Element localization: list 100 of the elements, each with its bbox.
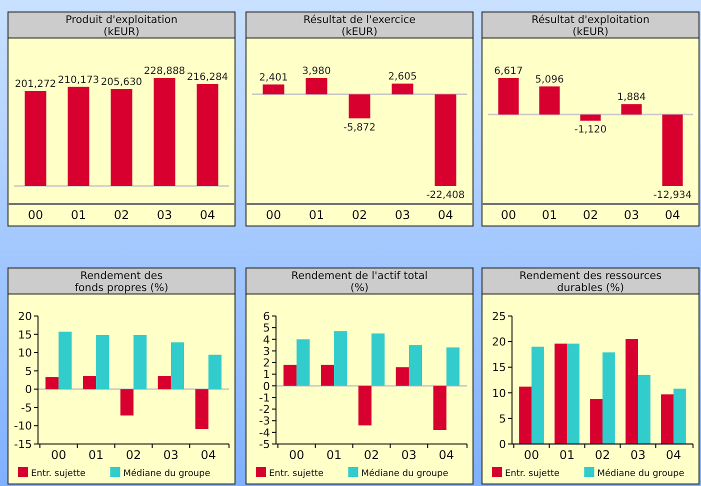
x-tick-label: 03 bbox=[394, 208, 410, 222]
data-label: 201,272 bbox=[14, 79, 56, 90]
bar bbox=[498, 78, 519, 115]
x-tick-label: 02 bbox=[114, 208, 130, 222]
bar bbox=[158, 376, 171, 390]
x-tick-label: 01 bbox=[308, 208, 324, 222]
bar bbox=[283, 364, 297, 386]
x-tick-label: 03 bbox=[156, 208, 172, 222]
bar bbox=[110, 88, 132, 186]
bar bbox=[134, 335, 147, 390]
x-tick-label: 01 bbox=[542, 208, 558, 222]
bar bbox=[306, 78, 328, 94]
bar bbox=[348, 94, 370, 118]
y-tick-label: 6 bbox=[263, 310, 270, 323]
bar bbox=[519, 386, 532, 444]
y-tick-label: -15 bbox=[14, 438, 32, 451]
y-tick-label: -5 bbox=[259, 438, 270, 451]
x-tick-label: 00 bbox=[50, 448, 66, 462]
data-label: 205,630 bbox=[100, 76, 142, 88]
x-tick-label: 00 bbox=[28, 208, 44, 222]
bar bbox=[320, 364, 334, 386]
legend-label: Entr. sujette bbox=[31, 469, 86, 479]
bar bbox=[673, 388, 686, 444]
bar bbox=[590, 398, 602, 444]
y-tick-label: 5 bbox=[25, 364, 32, 378]
x-tick-label: 00 bbox=[266, 208, 282, 222]
x-tick-label: 03 bbox=[624, 208, 640, 222]
y-tick-label: -3 bbox=[259, 414, 270, 428]
chart-title: Rendement des fonds propres (%) bbox=[74, 270, 168, 294]
data-label: -22,408 bbox=[426, 190, 465, 201]
y-tick-label: 1 bbox=[263, 368, 270, 382]
data-label: 1,884 bbox=[617, 92, 646, 104]
bar bbox=[208, 354, 222, 390]
bar bbox=[433, 386, 446, 430]
data-label: 2,401 bbox=[259, 72, 288, 84]
x-tick-label: 03 bbox=[630, 448, 646, 462]
bar bbox=[334, 331, 348, 386]
x-tick-label: 03 bbox=[163, 448, 179, 462]
bar bbox=[24, 91, 46, 186]
x-tick-label: 04 bbox=[438, 448, 454, 462]
y-tick-label: 10 bbox=[18, 346, 32, 360]
x-tick-label: 01 bbox=[326, 448, 342, 462]
bar bbox=[120, 389, 134, 416]
x-tick-label: 00 bbox=[288, 448, 304, 462]
bar bbox=[662, 114, 683, 186]
bar bbox=[154, 78, 176, 186]
bar bbox=[296, 339, 310, 386]
y-tick-label: 20 bbox=[18, 310, 32, 323]
chart-title: Rendement des ressources durables (%) bbox=[519, 270, 662, 294]
bar bbox=[58, 332, 72, 390]
data-label: -1,120 bbox=[574, 124, 607, 136]
y-tick-label: 3 bbox=[263, 344, 270, 358]
x-tick-label: 01 bbox=[88, 448, 104, 462]
bar bbox=[602, 352, 615, 444]
data-label: -12,934 bbox=[653, 190, 692, 201]
bar bbox=[539, 86, 560, 115]
x-tick-label: 04 bbox=[438, 208, 454, 222]
bar bbox=[358, 386, 372, 426]
x-tick-label: 04 bbox=[666, 448, 682, 462]
x-tick-label: 04 bbox=[200, 208, 216, 222]
bar bbox=[532, 346, 544, 444]
y-tick-label: 0 bbox=[25, 383, 32, 396]
y-tick-label: 15 bbox=[18, 328, 32, 342]
data-label: 228,888 bbox=[144, 66, 186, 77]
legend-label: Médiane du groupe bbox=[361, 468, 449, 479]
y-tick-label: -1 bbox=[259, 391, 270, 404]
legend-label: Entr. sujette bbox=[269, 469, 324, 479]
y-tick-label: 5 bbox=[263, 322, 270, 335]
bar bbox=[626, 339, 638, 444]
y-tick-label: 5 bbox=[499, 412, 506, 426]
data-label: 3,980 bbox=[302, 66, 331, 77]
x-tick-label: 03 bbox=[401, 448, 417, 462]
bar bbox=[396, 367, 409, 386]
x-tick-label: 01 bbox=[70, 208, 86, 222]
x-tick-label: 02 bbox=[594, 448, 610, 462]
bar bbox=[621, 104, 642, 115]
y-tick-label: -4 bbox=[259, 426, 270, 440]
x-tick-label: 02 bbox=[582, 208, 598, 222]
data-label: 210,173 bbox=[58, 74, 100, 86]
x-tick-label: 00 bbox=[524, 448, 540, 462]
chart-title: Produit d'exploitation (kEUR) bbox=[66, 14, 178, 38]
bar bbox=[434, 94, 456, 186]
bar bbox=[580, 114, 601, 121]
x-tick-label: 00 bbox=[500, 208, 516, 222]
bar bbox=[567, 344, 580, 444]
bar bbox=[82, 376, 96, 390]
y-tick-label: -5 bbox=[21, 401, 32, 414]
x-tick-label: 04 bbox=[200, 448, 216, 462]
y-tick-label: 15 bbox=[492, 361, 506, 374]
y-tick-label: 20 bbox=[492, 336, 506, 349]
y-tick-label: 2 bbox=[263, 356, 270, 370]
data-label: 5,096 bbox=[535, 74, 564, 86]
bar bbox=[170, 342, 184, 390]
data-label: 6,617 bbox=[494, 66, 523, 77]
data-label: 2,605 bbox=[388, 72, 417, 83]
chart-title: Résultat d'exploitation (kEUR) bbox=[532, 14, 650, 38]
x-tick-label: 02 bbox=[364, 448, 380, 462]
data-label: -5,872 bbox=[343, 122, 376, 134]
bar bbox=[96, 335, 110, 390]
y-tick-label: 25 bbox=[492, 310, 506, 323]
